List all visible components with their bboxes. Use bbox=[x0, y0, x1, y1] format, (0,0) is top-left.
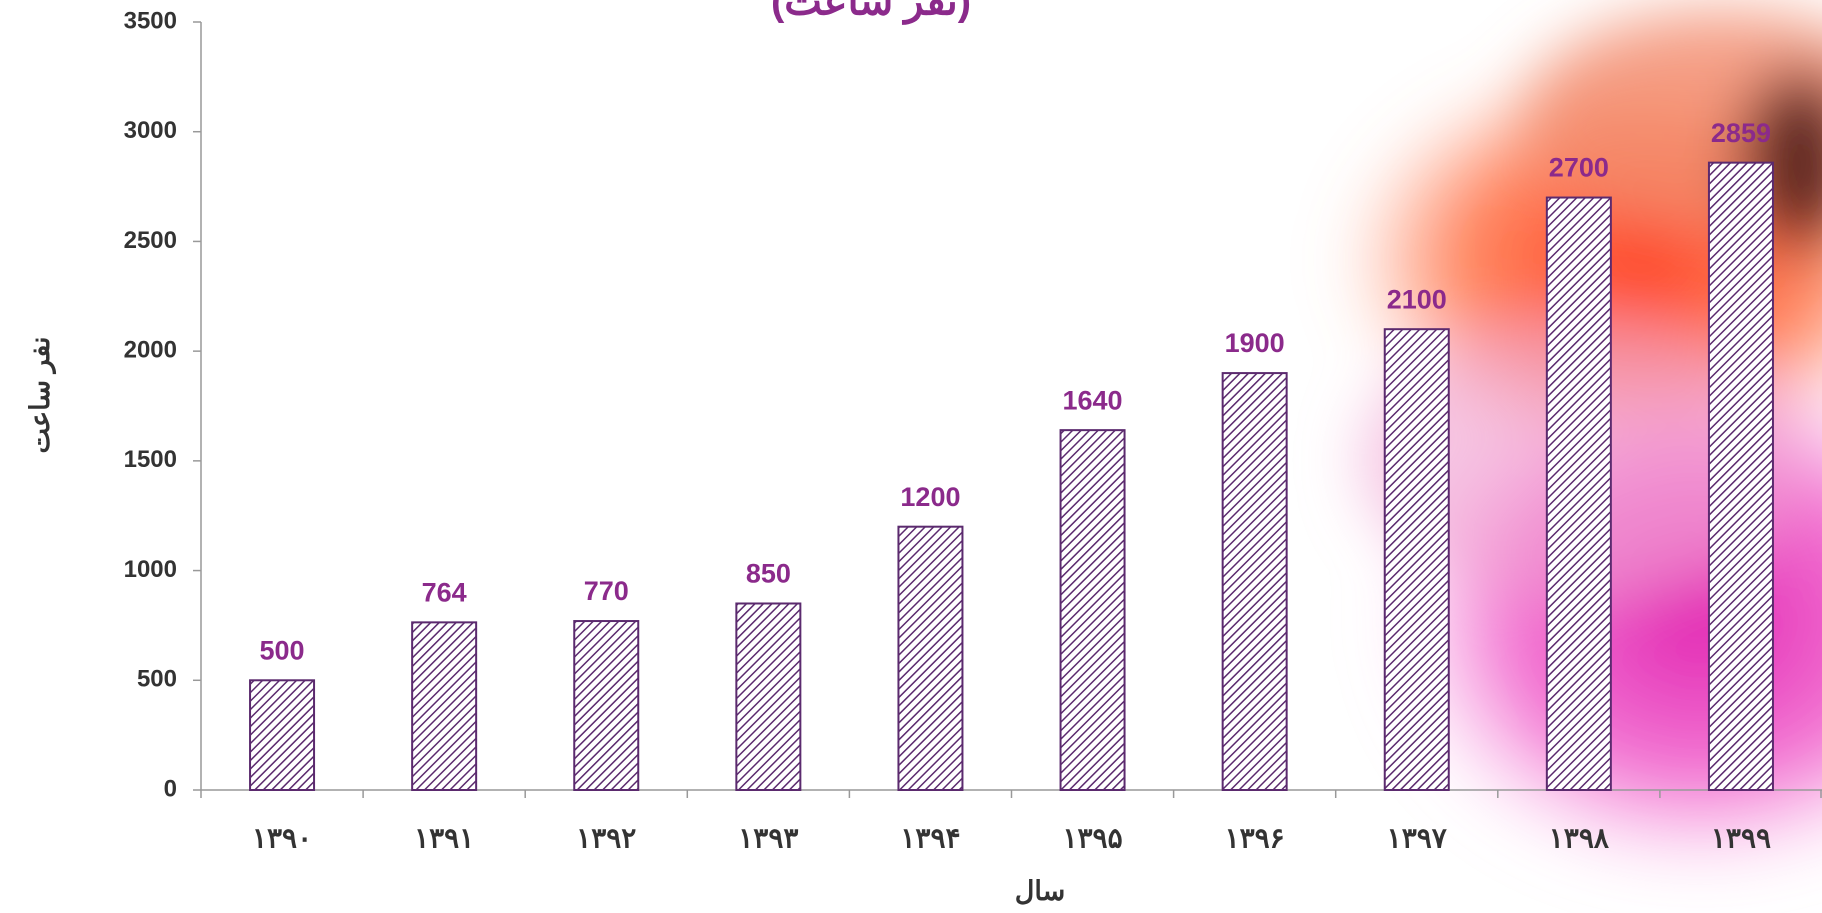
bar bbox=[573, 620, 640, 791]
y-tick-label: 0 bbox=[164, 775, 177, 802]
data-label: 2700 bbox=[1549, 153, 1609, 183]
x-tick-label: ۱۳۹۳ bbox=[738, 822, 798, 853]
data-label: 850 bbox=[746, 559, 791, 589]
bar bbox=[1221, 372, 1288, 791]
x-tick-label: ۱۳۹۶ bbox=[1225, 822, 1285, 853]
y-tick-label: 3000 bbox=[124, 117, 177, 144]
bar bbox=[411, 621, 478, 791]
data-label: 764 bbox=[422, 577, 467, 607]
x-tick-label: ۱۳۹۸ bbox=[1549, 822, 1610, 853]
data-label: 1900 bbox=[1225, 328, 1285, 358]
bar bbox=[249, 679, 316, 791]
x-axis-label: سال bbox=[1015, 876, 1065, 906]
bar bbox=[735, 602, 802, 791]
data-label: 770 bbox=[584, 576, 629, 606]
data-label: 2859 bbox=[1711, 118, 1771, 148]
y-tick-label: 500 bbox=[137, 666, 177, 693]
x-tick-label: ۱۳۹۲ bbox=[576, 822, 636, 853]
y-tick-label: 1500 bbox=[124, 446, 177, 473]
x-tick-label: ۱۳۹۷ bbox=[1387, 822, 1448, 853]
data-label: 2100 bbox=[1387, 284, 1447, 314]
chart-title: (نفر ساعت) bbox=[771, 0, 971, 26]
y-tick-label: 2000 bbox=[124, 336, 177, 363]
bar bbox=[897, 525, 964, 792]
y-tick-label: 2500 bbox=[124, 227, 177, 254]
x-tick-label: ۱۳۹۰ bbox=[252, 822, 312, 853]
data-label: 500 bbox=[260, 635, 305, 665]
y-tick-label: 3500 bbox=[124, 7, 177, 34]
x-tick-label: ۱۳۹۵ bbox=[1062, 822, 1122, 853]
bar bbox=[1059, 429, 1126, 791]
y-axis-label: نفر ساعت bbox=[25, 336, 57, 453]
data-label: 1200 bbox=[900, 482, 960, 512]
x-tick-label: ۱۳۹۴ bbox=[900, 822, 960, 853]
bar bbox=[1707, 161, 1774, 792]
y-tick-label: 1000 bbox=[124, 556, 177, 583]
x-tick-label: ۱۳۹۹ bbox=[1711, 822, 1771, 853]
x-tick-label: ۱۳۹۱ bbox=[414, 822, 474, 853]
bar bbox=[1383, 328, 1450, 791]
data-label: 1640 bbox=[1063, 385, 1123, 415]
bar bbox=[1545, 196, 1612, 792]
